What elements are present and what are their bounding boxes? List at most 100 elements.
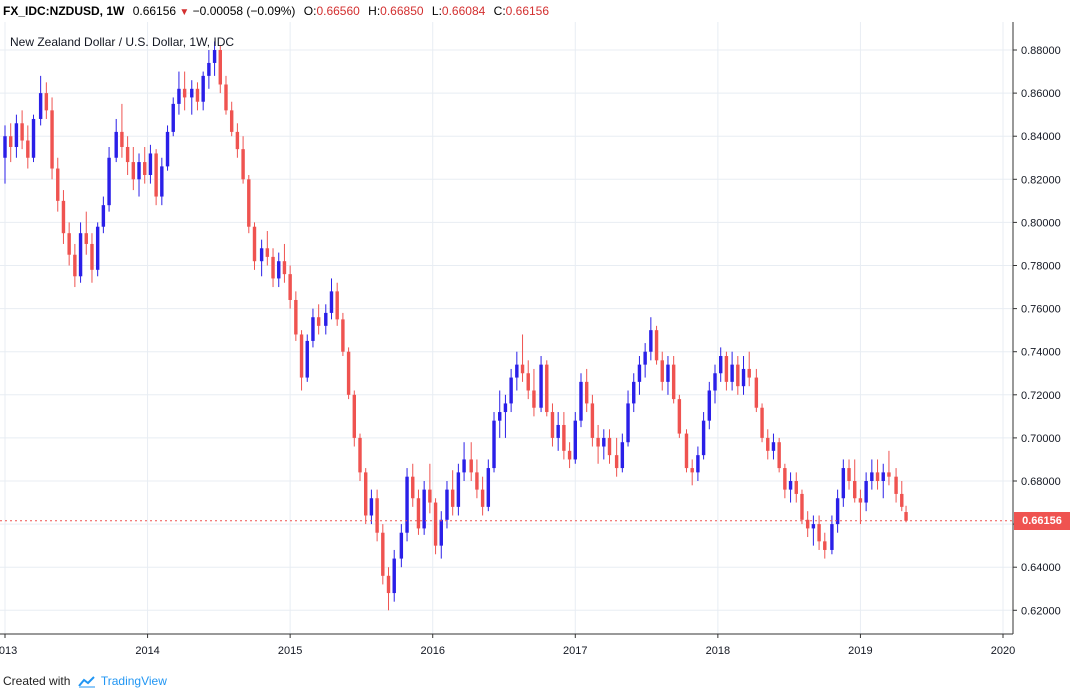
- candle-body: [805, 519, 810, 529]
- candle-body: [422, 489, 426, 529]
- candle-body: [207, 62, 211, 76]
- candle-body: [50, 110, 54, 169]
- candle-body: [3, 136, 7, 158]
- x-tick-label: 2016: [420, 645, 444, 657]
- y-tick-label: 0.70000: [1021, 433, 1061, 445]
- chart-title: New Zealand Dollar / U.S. Dollar, 1W, ID…: [10, 35, 234, 49]
- candle-body: [456, 472, 461, 507]
- candle-body: [201, 75, 205, 102]
- tradingview-brand[interactable]: TradingView: [100, 674, 167, 688]
- candle-body: [218, 50, 222, 85]
- candle-body: [405, 476, 409, 533]
- candle-body: [579, 381, 583, 421]
- candle-body: [904, 512, 908, 521]
- price-axis-ticks: 0.620000.640000.660000.680000.700000.720…: [1013, 45, 1061, 617]
- symbol-header: FX_IDC:NZDUSD, 1W 0.66156 ▼ −0.00058 (−0…: [0, 0, 1073, 22]
- high-value: 0.66850: [380, 4, 424, 18]
- candle-body: [684, 433, 689, 469]
- price-change: −0.00058 (−0.09%): [192, 4, 296, 18]
- candle-body: [299, 334, 304, 378]
- candle-body: [643, 351, 647, 365]
- candle-body: [137, 162, 141, 180]
- candle-body: [690, 468, 694, 473]
- candle-body: [498, 412, 502, 421]
- candle-body: [556, 424, 560, 438]
- candle-body: [783, 468, 787, 490]
- candle-body: [95, 226, 100, 270]
- candle-body: [212, 50, 217, 63]
- candle-body: [450, 489, 455, 507]
- candle-body: [31, 118, 36, 158]
- candle-body: [562, 424, 566, 451]
- candle-body: [811, 524, 816, 529]
- candle-body: [607, 437, 612, 456]
- candle-body: [841, 468, 846, 499]
- candle-body: [614, 455, 619, 469]
- y-tick-label: 0.72000: [1021, 390, 1061, 402]
- candle-body: [107, 157, 111, 206]
- candle-body: [363, 472, 368, 516]
- candle-body: [346, 351, 351, 395]
- candle-body: [900, 493, 904, 507]
- candle-body: [182, 88, 187, 98]
- candle-body: [480, 489, 485, 507]
- plot-area: [0, 22, 1013, 634]
- candle-body: [399, 532, 404, 559]
- candle-body: [165, 131, 170, 167]
- candle-body: [282, 261, 287, 275]
- y-tick-label: 0.62000: [1021, 605, 1061, 617]
- candle-body: [492, 420, 496, 469]
- candle-body: [870, 472, 874, 481]
- candle-body: [311, 317, 315, 341]
- candle-body: [247, 179, 251, 227]
- y-tick-label: 0.80000: [1021, 217, 1061, 229]
- candle-body: [259, 248, 264, 262]
- candle-body: [171, 103, 175, 132]
- candle-body: [392, 558, 396, 594]
- candle-body: [654, 330, 659, 361]
- candle-body: [428, 489, 432, 503]
- candle-body: [469, 459, 473, 473]
- candle-body: [545, 364, 549, 413]
- candle-body: [375, 498, 379, 533]
- candle-body: [835, 498, 840, 525]
- candle-body: [324, 312, 328, 326]
- x-tick-label: 2018: [706, 645, 730, 657]
- candle-body: [724, 356, 729, 382]
- candle-body: [386, 575, 391, 594]
- candle-body: [125, 146, 130, 163]
- candle-body: [90, 243, 94, 270]
- candle-body: [305, 340, 309, 378]
- candle-body: [61, 200, 66, 234]
- y-tick-label: 0.64000: [1021, 562, 1061, 574]
- candle-body: [666, 364, 670, 382]
- candle-body: [84, 233, 88, 244]
- candle-body: [160, 166, 164, 197]
- candle-body: [229, 110, 234, 132]
- candle-body: [766, 437, 770, 451]
- candle-body: [486, 468, 491, 507]
- candle-body: [875, 472, 880, 481]
- candle-body: [369, 498, 374, 516]
- down-arrow-icon: ▼: [179, 7, 190, 18]
- candle-body: [252, 226, 257, 262]
- candle-body: [881, 472, 885, 481]
- candle-body: [573, 420, 577, 460]
- created-with-label: Created with: [3, 674, 71, 688]
- candle-body: [707, 390, 712, 421]
- candle-body: [520, 364, 525, 374]
- candle-body: [823, 541, 827, 550]
- candle-body: [352, 394, 357, 438]
- candle-body: [858, 498, 863, 503]
- candle-body: [771, 442, 776, 451]
- candle-body: [475, 472, 479, 490]
- candle-body: [114, 131, 118, 158]
- candle-body: [539, 364, 543, 408]
- open-value: 0.66560: [316, 4, 360, 18]
- grid-lines: [0, 22, 1013, 634]
- x-tick-label: 2020: [991, 645, 1015, 657]
- candle-body: [26, 140, 30, 158]
- close-value: 0.66156: [505, 4, 550, 18]
- candle-body: [177, 88, 181, 104]
